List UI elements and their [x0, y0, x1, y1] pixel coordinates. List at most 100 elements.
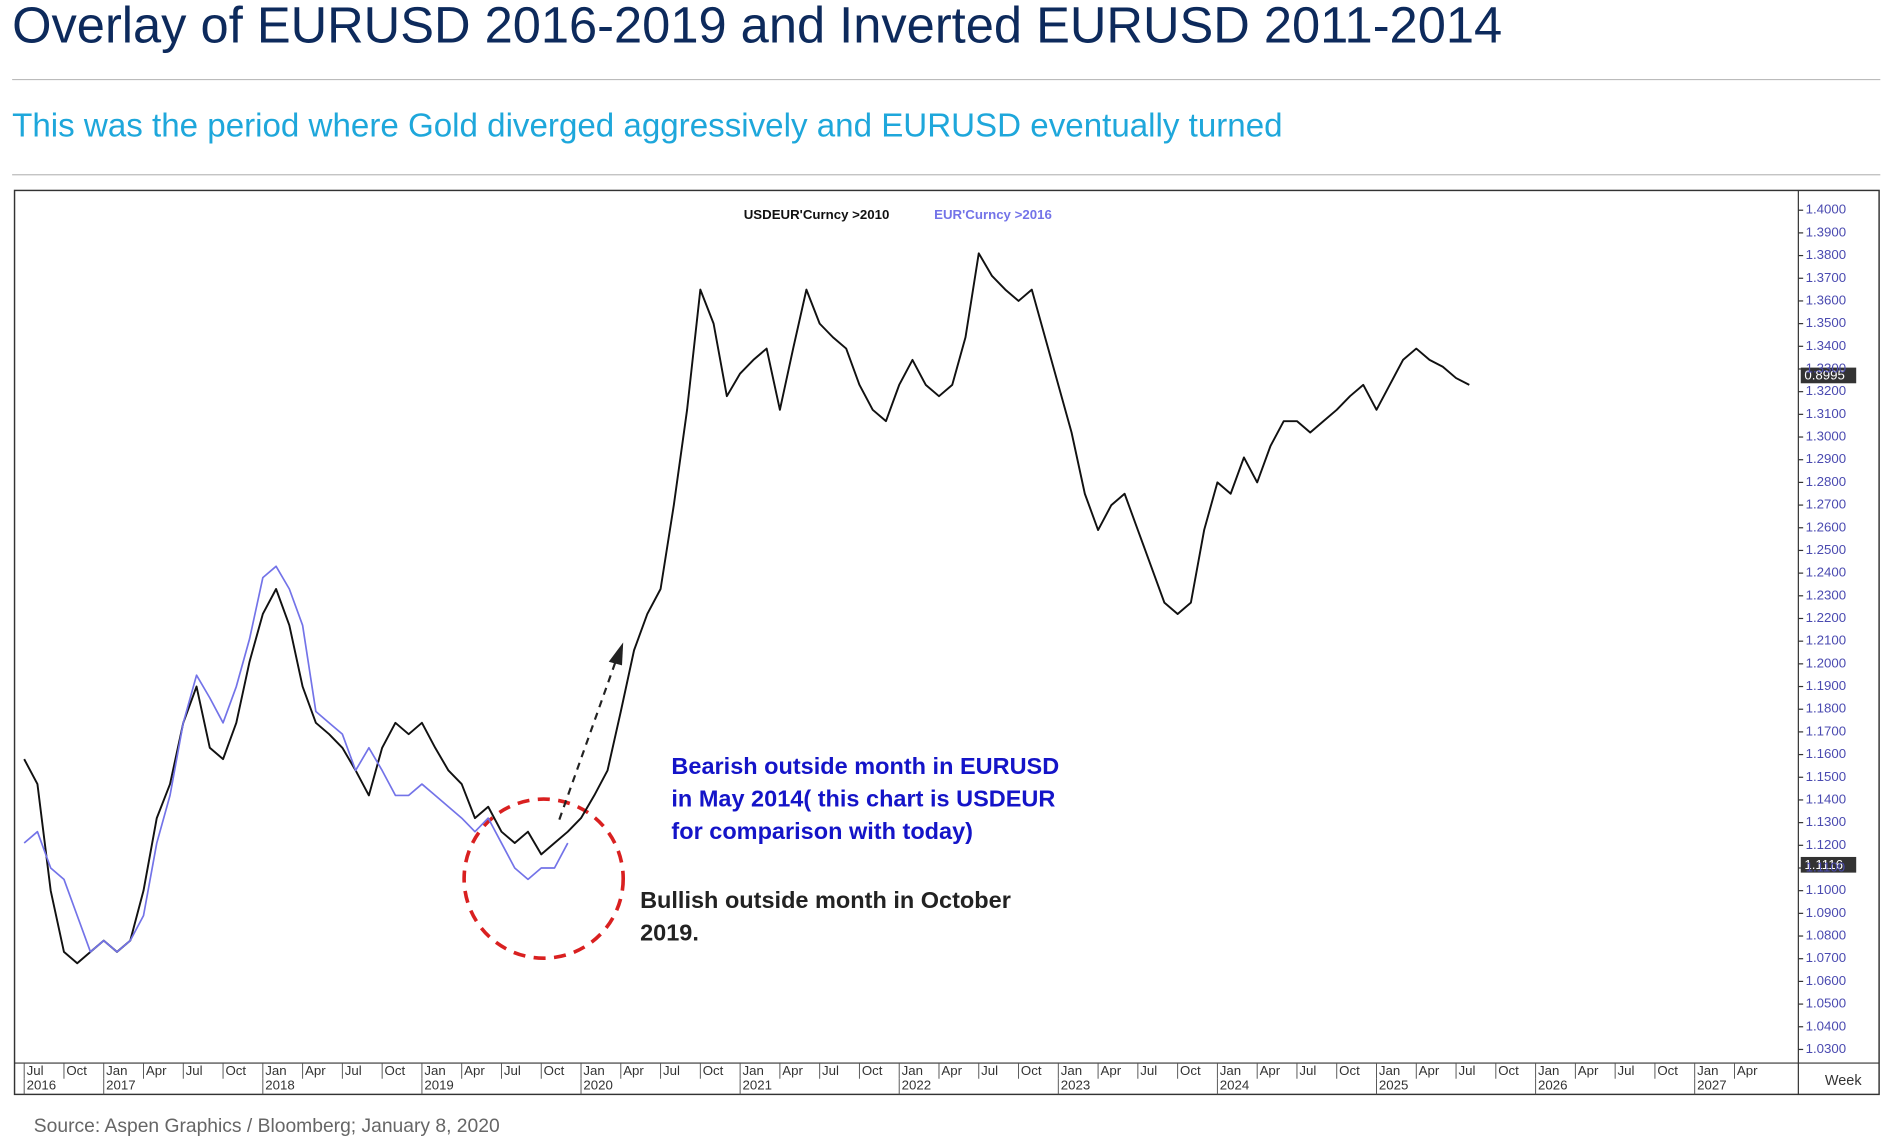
y-tick-label: 1.3800: [1806, 247, 1847, 262]
y-tick-label: 1.2600: [1806, 519, 1847, 534]
x-tick-label: Jan: [1061, 1063, 1082, 1078]
x-tick-label: Apr: [1737, 1063, 1758, 1078]
y-tick-label: 1.3300: [1806, 360, 1847, 375]
chart-title: Overlay of EURUSD 2016-2019 and Inverted…: [12, 0, 1502, 53]
y-tick-label: 1.2900: [1806, 451, 1847, 466]
x-tick-label: Oct: [862, 1063, 883, 1078]
series-line: [23, 252, 1470, 965]
x-tick-label: Oct: [385, 1063, 406, 1078]
x-tick-label: Apr: [1578, 1063, 1599, 1078]
y-tick-label: 1.1500: [1806, 769, 1847, 784]
x-tick-label: Jul: [186, 1063, 203, 1078]
x-tick-label: Jul: [663, 1063, 680, 1078]
y-tick-label: 1.1800: [1806, 701, 1847, 716]
legend-entry: EUR'Curncy >2016: [934, 207, 1052, 222]
y-tick-label: 1.3100: [1806, 406, 1847, 421]
y-tick-label: 1.0500: [1806, 996, 1847, 1011]
x-year-label: 2017: [106, 1077, 135, 1092]
x-year-label: 2020: [583, 1077, 612, 1092]
x-tick-label: Oct: [544, 1063, 565, 1078]
y-tick-label: 1.1000: [1806, 882, 1847, 897]
price-tag: 0.8995: [1804, 368, 1845, 383]
x-tick-label: Apr: [464, 1063, 485, 1078]
x-tick-label: Oct: [225, 1063, 246, 1078]
x-tick-label: Oct: [1498, 1063, 1519, 1078]
x-tick-label: Apr: [941, 1063, 962, 1078]
y-tick-label: 1.3400: [1806, 338, 1847, 353]
x-tick-label: Jan: [1538, 1063, 1559, 1078]
x-year-label: 2024: [1220, 1077, 1249, 1092]
legend-entry: USDEUR'Curncy >2010: [744, 207, 890, 222]
annotation-arrow: [558, 660, 617, 820]
y-tick-label: 1.3200: [1806, 383, 1847, 398]
y-tick-label: 1.2700: [1806, 497, 1847, 512]
arrow-head: [608, 642, 624, 666]
x-tick-label: Jul: [1618, 1063, 1635, 1078]
x-tick-label: Jul: [345, 1063, 362, 1078]
x-tick-label: Apr: [623, 1063, 644, 1078]
y-tick-label: 1.0300: [1806, 1041, 1847, 1056]
y-tick-label: 1.4000: [1806, 202, 1847, 217]
y-tick-label: 1.2200: [1806, 610, 1847, 625]
x-year-label: 2019: [424, 1077, 453, 1092]
x-tick-label: Apr: [1260, 1063, 1281, 1078]
annotation: in May 2014( this chart is USDEUR: [671, 786, 1055, 812]
x-tick-label: Jan: [743, 1063, 764, 1078]
y-tick-label: 1.0600: [1806, 973, 1847, 988]
highlight-circle: [462, 797, 626, 961]
x-tick-label: Apr: [1100, 1063, 1121, 1078]
x-tick-label: Jan: [1379, 1063, 1400, 1078]
x-tick-label: Jan: [106, 1063, 127, 1078]
chart-frame: [13, 189, 1880, 1096]
y-tick-label: 1.3900: [1806, 224, 1847, 239]
y-tick-label: 1.2300: [1806, 587, 1847, 602]
x-tick-label: Oct: [1021, 1063, 1042, 1078]
x-year-label: 2018: [265, 1077, 294, 1092]
x-tick-label: Jan: [1220, 1063, 1241, 1078]
x-year-label: 2023: [1061, 1077, 1090, 1092]
y-tick-label: 1.3600: [1806, 292, 1847, 307]
x-tick-label: Jan: [583, 1063, 604, 1078]
x-tick-label: Apr: [1419, 1063, 1440, 1078]
y-tick-label: 1.0800: [1806, 928, 1847, 943]
annotation: 2019.: [640, 919, 699, 945]
x-year-label: 2026: [1538, 1077, 1567, 1092]
price-tag-box: [1800, 856, 1857, 873]
series-line: [23, 565, 569, 953]
y-tick-label: 1.2000: [1806, 655, 1847, 670]
x-year-label: 2025: [1379, 1077, 1408, 1092]
y-tick-label: 1.1700: [1806, 723, 1847, 738]
frequency-label: Week: [1825, 1073, 1862, 1089]
annotation: Bearish outside month in EURUSD: [671, 753, 1059, 779]
y-tick-label: 1.1600: [1806, 746, 1847, 761]
x-tick-label: Jul: [822, 1063, 839, 1078]
x-tick-label: Oct: [1657, 1063, 1678, 1078]
x-year-label: 2022: [902, 1077, 931, 1092]
y-tick-label: 1.2400: [1806, 565, 1847, 580]
y-tick-label: 1.0900: [1806, 905, 1847, 920]
x-tick-label: Oct: [1339, 1063, 1360, 1078]
x-tick-label: Apr: [305, 1063, 326, 1078]
x-year-label: 2016: [27, 1077, 56, 1092]
y-tick-label: 1.3000: [1806, 429, 1847, 444]
x-tick-label: Jan: [1697, 1063, 1718, 1078]
y-tick-label: 1.1200: [1806, 837, 1847, 852]
x-tick-label: Oct: [66, 1063, 87, 1078]
y-tick-label: 1.0700: [1806, 950, 1847, 965]
x-tick-label: Jul: [1140, 1063, 1157, 1078]
x-tick-label: Jul: [1458, 1063, 1475, 1078]
y-tick-label: 1.3500: [1806, 315, 1847, 330]
x-tick-label: Jul: [27, 1063, 44, 1078]
price-tag-box: [1800, 367, 1857, 384]
x-tick-label: Apr: [782, 1063, 803, 1078]
x-tick-label: Jan: [902, 1063, 923, 1078]
x-year-label: 2021: [743, 1077, 772, 1092]
x-tick-label: Jul: [504, 1063, 521, 1078]
y-tick-label: 1.0400: [1806, 1018, 1847, 1033]
y-tick-label: 1.3700: [1806, 270, 1847, 285]
x-tick-label: Apr: [146, 1063, 167, 1078]
annotation: for comparison with today): [671, 818, 973, 844]
x-tick-label: Oct: [703, 1063, 724, 1078]
